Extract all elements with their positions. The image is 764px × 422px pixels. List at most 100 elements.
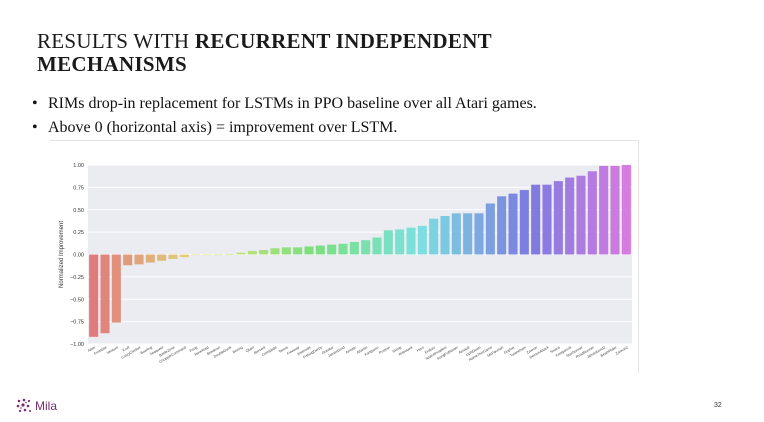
bullet-glyph: • xyxy=(32,119,38,136)
bullet-item: • Above 0 (horizontal axis) = improvement… xyxy=(32,116,537,140)
y-tick-label: −1.00 xyxy=(70,342,84,348)
y-tick-label: 1.00 xyxy=(73,163,84,169)
y-tick-label: 0.50 xyxy=(73,208,84,214)
x-tick-label: Boxing xyxy=(232,345,244,354)
x-tick-label: Zaxxon xyxy=(526,345,538,354)
bar xyxy=(383,230,393,255)
bullet-text: Above 0 (horizontal axis) = improvement … xyxy=(48,119,398,136)
bar xyxy=(406,227,416,255)
bar xyxy=(463,213,473,255)
bar xyxy=(225,254,235,255)
bar xyxy=(429,218,439,255)
bar xyxy=(553,181,563,255)
bar xyxy=(247,250,257,255)
slide-title: RESULTS WITH RECURRENT INDEPENDENT MECHA… xyxy=(37,30,677,76)
x-tick-label: Seaquest xyxy=(149,345,164,356)
x-tick-label: Hero xyxy=(416,345,425,352)
bar xyxy=(576,175,586,255)
bar xyxy=(542,184,552,255)
bar xyxy=(191,254,201,256)
x-tick-label: Gopher xyxy=(503,345,516,355)
bar xyxy=(89,254,99,337)
bullet-item: • RIMs drop-in replacement for LSTMs in P… xyxy=(32,92,537,116)
y-tick-label: −0.75 xyxy=(70,320,84,326)
x-tick-label: Solaris xyxy=(549,345,561,354)
x-tick-label: Breakout xyxy=(206,345,220,356)
x-tick-label: Bowling xyxy=(140,345,153,355)
bar xyxy=(134,254,144,265)
bar xyxy=(587,171,597,255)
x-tick-label: RiverRaid xyxy=(194,345,210,356)
x-tick-label: Gravitar xyxy=(321,345,335,355)
bar xyxy=(111,254,121,323)
bar xyxy=(315,245,325,255)
page-number: 32 xyxy=(714,402,722,409)
y-tick-label: 0.75 xyxy=(73,185,84,191)
y-tick-label: −0.25 xyxy=(70,275,84,281)
bar xyxy=(293,247,303,255)
x-tick-label: Kangaroo xyxy=(364,345,380,356)
x-tick-label: Zaxxon2 xyxy=(615,345,629,355)
x-tick-label: Asteroids xyxy=(297,345,312,356)
x-tick-label: Frostbite xyxy=(93,345,107,355)
x-tick-label: Skiing xyxy=(392,345,402,353)
bar xyxy=(236,252,246,255)
bar xyxy=(145,254,155,263)
bar xyxy=(621,165,631,255)
x-tick-label: Venture xyxy=(106,345,119,355)
x-tick-label: Qbert xyxy=(245,345,255,353)
mila-dots-icon xyxy=(16,398,31,413)
bar xyxy=(168,254,178,259)
bar xyxy=(259,250,269,255)
title-plain: RESULTS WITH xyxy=(37,29,195,53)
bar xyxy=(395,229,405,255)
x-tick-label: Berzerk xyxy=(253,345,266,355)
bar xyxy=(531,184,541,255)
bar xyxy=(497,196,507,255)
x-tick-label: Pooyan xyxy=(378,345,391,355)
x-tick-label: Enduro xyxy=(424,345,436,354)
bar xyxy=(440,216,450,255)
bar xyxy=(304,246,314,255)
bar xyxy=(451,213,461,255)
bar xyxy=(123,254,133,266)
mila-logo: Mila xyxy=(16,398,57,414)
bar xyxy=(372,237,382,255)
bar xyxy=(179,254,189,258)
x-tick-label: Centipede xyxy=(261,345,277,357)
x-tick-label: Pong xyxy=(189,345,198,353)
bullet-text: RIMs drop-in replacement for LSTMs in PP… xyxy=(48,95,537,112)
x-tick-label: Freeway xyxy=(286,345,300,355)
x-tick-label: Amidar xyxy=(345,345,358,355)
bar xyxy=(281,247,291,255)
bullet-glyph: • xyxy=(32,95,38,112)
x-tick-label: Robotank xyxy=(398,345,413,356)
bullet-list: • RIMs drop-in replacement for LSTMs in P… xyxy=(32,92,537,140)
bar xyxy=(474,213,484,255)
x-tick-label: Assault xyxy=(458,345,470,354)
bar xyxy=(327,244,337,255)
bar xyxy=(519,190,529,255)
bar xyxy=(599,165,609,255)
bar xyxy=(508,193,518,255)
bar xyxy=(349,241,359,255)
bar xyxy=(100,254,110,334)
title-bold-line1: RECURRENT INDEPENDENT xyxy=(194,29,492,53)
x-tick-label: Alien xyxy=(87,345,96,352)
x-tick-label: Krull xyxy=(122,345,130,352)
y-tick-label: −0.50 xyxy=(70,297,84,303)
x-tick-label: Atlantis xyxy=(356,345,368,354)
bar xyxy=(202,254,212,256)
bar xyxy=(338,243,348,255)
y-axis-label: Normalized Improvement xyxy=(59,221,65,288)
logo-text: Mila xyxy=(35,399,58,413)
chart-frame xyxy=(50,140,639,373)
bar xyxy=(213,254,223,256)
bar xyxy=(565,177,575,255)
x-tick-label: UpNDown xyxy=(465,345,481,357)
bar xyxy=(610,165,620,255)
bar xyxy=(417,225,427,255)
y-tick-label: 0.25 xyxy=(73,230,84,236)
bar xyxy=(270,248,280,255)
